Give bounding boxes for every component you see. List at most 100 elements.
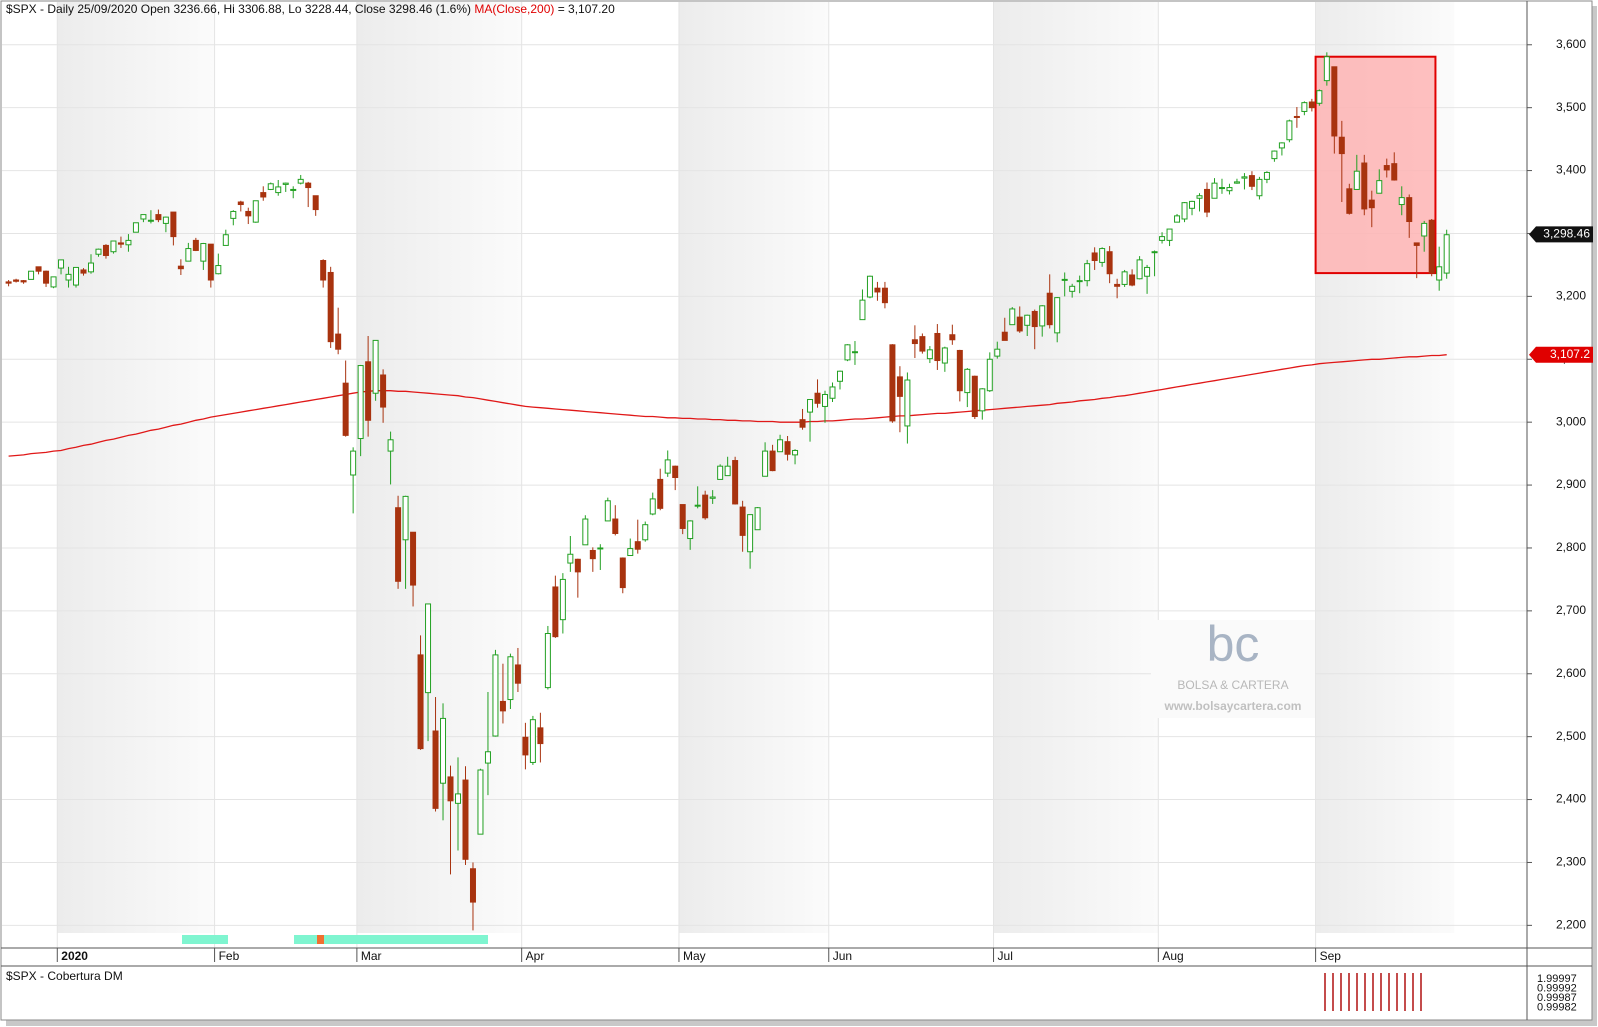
candle-body [1204,188,1210,213]
candle-body [964,368,971,394]
candle-body [911,339,918,345]
candle-body [822,393,829,407]
candle-body [1286,120,1293,141]
x-tick-label: Jun [833,949,852,963]
candle-body [1136,259,1143,280]
candle-body [1413,242,1420,246]
candle-body [1271,150,1278,160]
candle-body [20,280,27,283]
candle-body [836,370,843,382]
month-band [678,2,829,933]
candle-body [1443,234,1450,274]
signal-band [317,935,324,944]
price-tag-label: 3,107.2 [1550,347,1590,361]
candle-body [1054,297,1061,334]
candle-body [200,243,207,262]
candle-body [35,266,42,272]
y-tick-label: 2,300 [1556,855,1586,869]
candle-body [971,375,978,418]
candle-body [1248,175,1255,187]
candle-body [874,287,881,293]
candle-body [1016,316,1023,332]
x-tick-label: 2020 [61,949,88,963]
candle-body [95,248,102,255]
y-tick-label: 2,400 [1556,792,1586,806]
candle-body [844,344,851,361]
candle-body [215,265,222,275]
candle-body [1226,187,1233,192]
candle-body [462,779,469,860]
candle-body [155,214,162,221]
candle-body [904,379,911,427]
candle-body [312,195,319,211]
month-bands [57,2,1455,933]
watermark-url: www.bolsaycartera.com [1164,699,1302,713]
candle-body [1121,271,1128,285]
candle-body [43,270,50,284]
indicator-title: $SPX - Cobertura DM [6,969,123,983]
candle-body [784,441,791,455]
signal-band [294,935,488,944]
price-tag [1529,346,1593,363]
candle-body [1189,200,1196,209]
candle-body [13,279,20,282]
candle-body [1151,251,1158,254]
candle-body [739,506,746,536]
y-tick-label: 3,000 [1556,414,1586,428]
candle-body [350,450,357,476]
candle-body [799,419,806,428]
candle-body [956,349,963,392]
candle-body [919,336,926,352]
y-tick-label: 2,600 [1556,666,1586,680]
x-tick-label: Apr [526,949,545,963]
candle-body [1211,182,1218,199]
month-band [356,2,522,933]
y-tick-label: 2,700 [1556,603,1586,617]
candle-body [335,333,342,350]
candle-body [1338,136,1345,155]
candle-body [282,182,289,185]
candle-body [230,210,237,219]
y-tick-label: 2,800 [1556,540,1586,554]
signal-band [182,935,228,944]
candle-body [1331,66,1338,137]
candle-body [1159,236,1166,241]
candle-body [1256,178,1263,197]
candle-body [1233,181,1240,184]
candle-body [679,504,686,529]
month-band [57,2,215,933]
candle-body [357,365,364,440]
candle-body [1346,188,1353,214]
y-tick-label: 2,500 [1556,729,1586,743]
candle-body [484,751,491,764]
watermark-name: BOLSA & CARTERA [1177,678,1288,692]
candle-body [1241,176,1248,179]
header-ma-value: = 3,107.20 [554,2,615,16]
candle-body [1436,266,1443,281]
candle-body [305,182,312,189]
header-title: $SPX - Daily 25/09/2020 Open 3236.66, Hi… [6,2,471,16]
candle-body [1174,215,1181,223]
candle-body [881,287,888,304]
candle-body [589,549,596,560]
candle-body [1428,219,1435,274]
candle-body [162,216,169,224]
candle-body [807,399,814,413]
candle-body [125,239,132,246]
candle-body [986,358,993,392]
candle-body [1106,251,1113,275]
candle-body [65,273,72,281]
candle-body [387,439,394,452]
x-tick-label: Aug [1162,949,1183,963]
indicator-tick-label: 1.99997 [1537,973,1577,985]
candle-body [1196,195,1203,199]
candle-body [320,260,327,281]
candle-body [604,500,611,522]
candle-body [866,275,873,298]
candle-body [140,214,147,220]
y-tick-label: 3,500 [1556,100,1586,114]
candle-body [851,351,858,354]
candle-body [1316,90,1323,104]
candle-body [110,240,117,253]
